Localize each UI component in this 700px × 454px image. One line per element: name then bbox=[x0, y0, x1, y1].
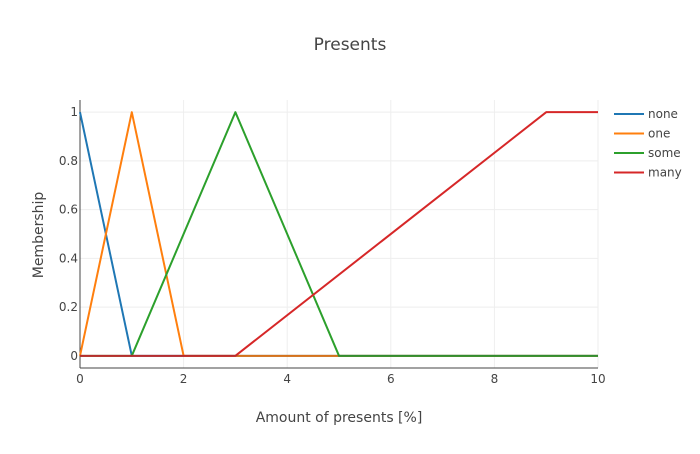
series-line-one bbox=[79, 111, 598, 357]
x-tick-label: 8 bbox=[491, 372, 499, 386]
x-tick-label: 10 bbox=[590, 372, 605, 386]
x-tick-label: 2 bbox=[180, 372, 188, 386]
x-tick-label: 4 bbox=[283, 372, 291, 386]
x-tick-label: 6 bbox=[387, 372, 395, 386]
y-tick-label: 0.4 bbox=[59, 251, 78, 265]
legend-item-many[interactable]: many bbox=[614, 166, 682, 180]
chart-title: Presents bbox=[314, 35, 387, 55]
x-tick-label: 0 bbox=[76, 372, 84, 386]
legend-label: one bbox=[648, 127, 670, 141]
y-tick-label: 1 bbox=[70, 105, 78, 119]
legend-label: many bbox=[648, 166, 682, 180]
series-layer bbox=[79, 111, 598, 357]
y-tick-label: 0.6 bbox=[59, 203, 78, 217]
legend-label: none bbox=[648, 107, 678, 121]
ticks-layer: 0 2 4 6 8 10 0 0.2 0.4 0.6 0.8 1 bbox=[59, 105, 606, 386]
axes-layer bbox=[79, 100, 598, 369]
x-axis-label: Amount of presents [%] bbox=[256, 410, 423, 426]
legend-label: some bbox=[648, 146, 681, 160]
legend-item-some[interactable]: some bbox=[614, 146, 681, 160]
y-tick-label: 0.2 bbox=[59, 300, 78, 314]
series-line-many bbox=[80, 111, 598, 357]
y-axis-label: Membership bbox=[31, 192, 47, 279]
y-tick-label: 0.8 bbox=[59, 154, 78, 168]
legend-item-one[interactable]: one bbox=[614, 127, 670, 141]
legend-item-none[interactable]: none bbox=[614, 107, 678, 121]
y-tick-label: 0 bbox=[70, 349, 78, 363]
legend: none one some many bbox=[614, 107, 682, 180]
